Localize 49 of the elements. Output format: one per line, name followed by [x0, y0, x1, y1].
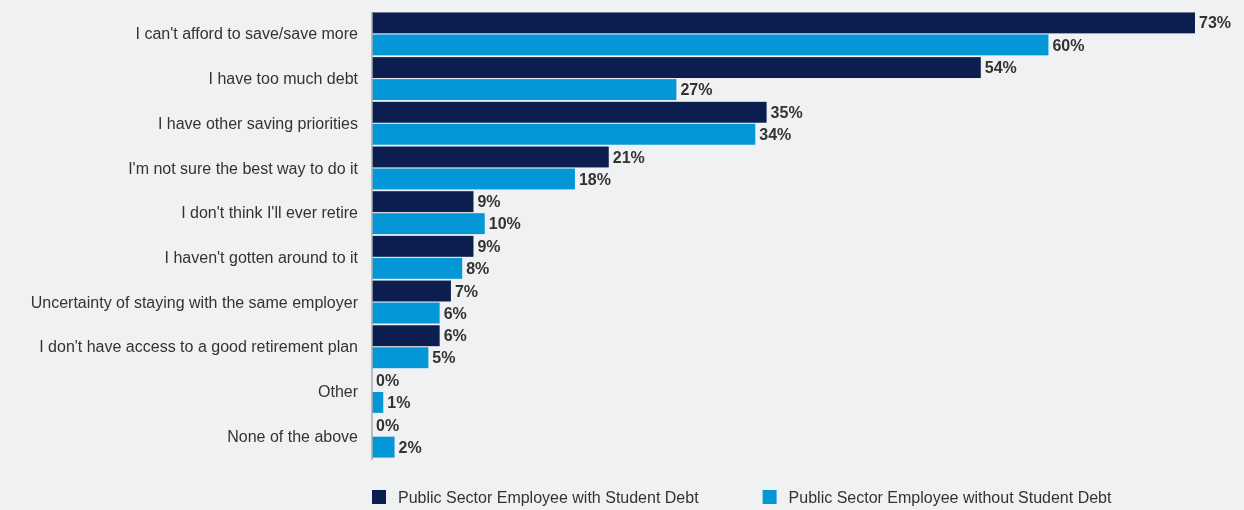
data-label: 35% — [770, 103, 803, 121]
bar — [372, 12, 1195, 34]
data-label: 18% — [578, 170, 611, 188]
bar — [372, 436, 395, 458]
bar — [372, 280, 451, 302]
data-label: 9% — [477, 237, 501, 255]
bar — [372, 325, 440, 347]
data-label: 1% — [387, 394, 411, 412]
data-label: 7% — [454, 282, 479, 300]
y-tick-label: I have too much debt — [208, 70, 359, 88]
data-label: 10% — [488, 215, 521, 233]
y-tick-label: I'm not sure the best way to do it — [128, 159, 359, 177]
bar — [372, 57, 981, 79]
bar — [372, 146, 609, 168]
data-label: 8% — [466, 259, 490, 277]
bar — [372, 79, 677, 101]
y-tick-label: I can't afford to save/save more — [135, 25, 359, 43]
bar — [372, 213, 485, 235]
bar — [372, 347, 429, 369]
y-tick-label: I don't have access to a good retirement plan — [39, 338, 358, 356]
y-tick-label: I have other saving priorities — [157, 114, 358, 132]
bar — [372, 34, 1049, 56]
data-label: 2% — [398, 438, 422, 456]
data-label: 27% — [680, 81, 713, 99]
legend-label: Public Sector Employee without Student Debt — [788, 488, 1113, 506]
bar — [372, 235, 474, 257]
legend-label: Public Sector Employee with Student Debt — [398, 488, 700, 506]
data-label: 9% — [477, 193, 501, 211]
data-label: 21% — [612, 148, 645, 166]
data-label: 73% — [1199, 14, 1232, 32]
y-tick-label: Other — [317, 383, 359, 401]
bar — [372, 302, 440, 324]
bar — [372, 168, 575, 190]
data-label: 54% — [984, 59, 1017, 77]
data-label: 34% — [759, 125, 792, 143]
y-tick-label: Uncertainty of staying with the same employer — [30, 293, 359, 311]
bar — [372, 257, 463, 279]
data-label: 0% — [376, 372, 400, 390]
bar — [372, 191, 474, 213]
data-label: 6% — [443, 327, 467, 345]
bar — [372, 101, 767, 123]
data-label: 60% — [1052, 36, 1085, 54]
data-label: 0% — [376, 416, 400, 434]
y-tick-label: I don't think I'll ever retire — [181, 204, 359, 222]
data-label: 6% — [443, 304, 467, 322]
y-tick-label: I haven't gotten around to it — [164, 248, 359, 266]
bar — [372, 123, 756, 145]
data-label: 5% — [432, 349, 456, 367]
y-tick-label: None of the above — [227, 427, 359, 445]
